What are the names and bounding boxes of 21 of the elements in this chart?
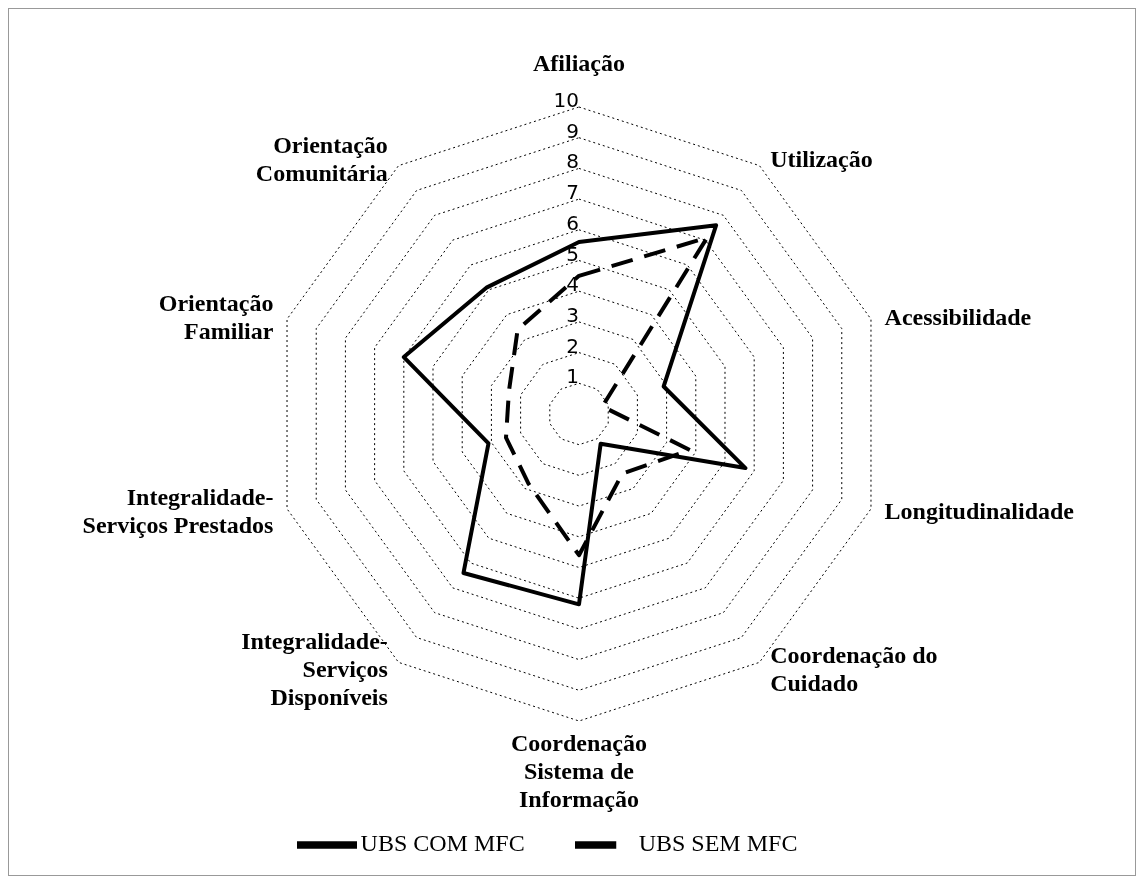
y-tick-label: 6 <box>566 210 579 235</box>
y-tick-label: 10 <box>553 88 579 112</box>
spoke-label: Longitudinalidade <box>884 498 1075 525</box>
spoke-label: Integralidade- Serviços Disponíveis <box>241 627 388 710</box>
legend-label: UBS SEM MFC <box>638 829 798 856</box>
spoke-label: Integralidade- Serviços Prestados <box>82 484 274 539</box>
y-tick-label: 7 <box>566 180 579 205</box>
y-tick-label: 8 <box>566 149 579 174</box>
legend-label: UBS COM MFC <box>360 829 525 856</box>
y-tick-label: 4 <box>566 272 579 297</box>
spoke-label: Coordenação Sistema de Informação <box>511 730 647 812</box>
spoke-label: Utilização <box>770 146 873 173</box>
y-tick-label: 1 <box>566 364 579 389</box>
y-tick-label: 9 <box>566 118 579 143</box>
y-tick-label: 3 <box>566 302 579 327</box>
spoke-label: Afiliação <box>533 50 625 76</box>
spoke-label: Orientação Familiar <box>158 289 274 344</box>
y-tick-label: 2 <box>566 333 579 358</box>
spoke-label: Orientação Comunitária <box>255 132 388 187</box>
spoke-label: Acessibilidade <box>884 303 1032 330</box>
spoke-label: Coordenação do Cuidado <box>770 641 938 696</box>
